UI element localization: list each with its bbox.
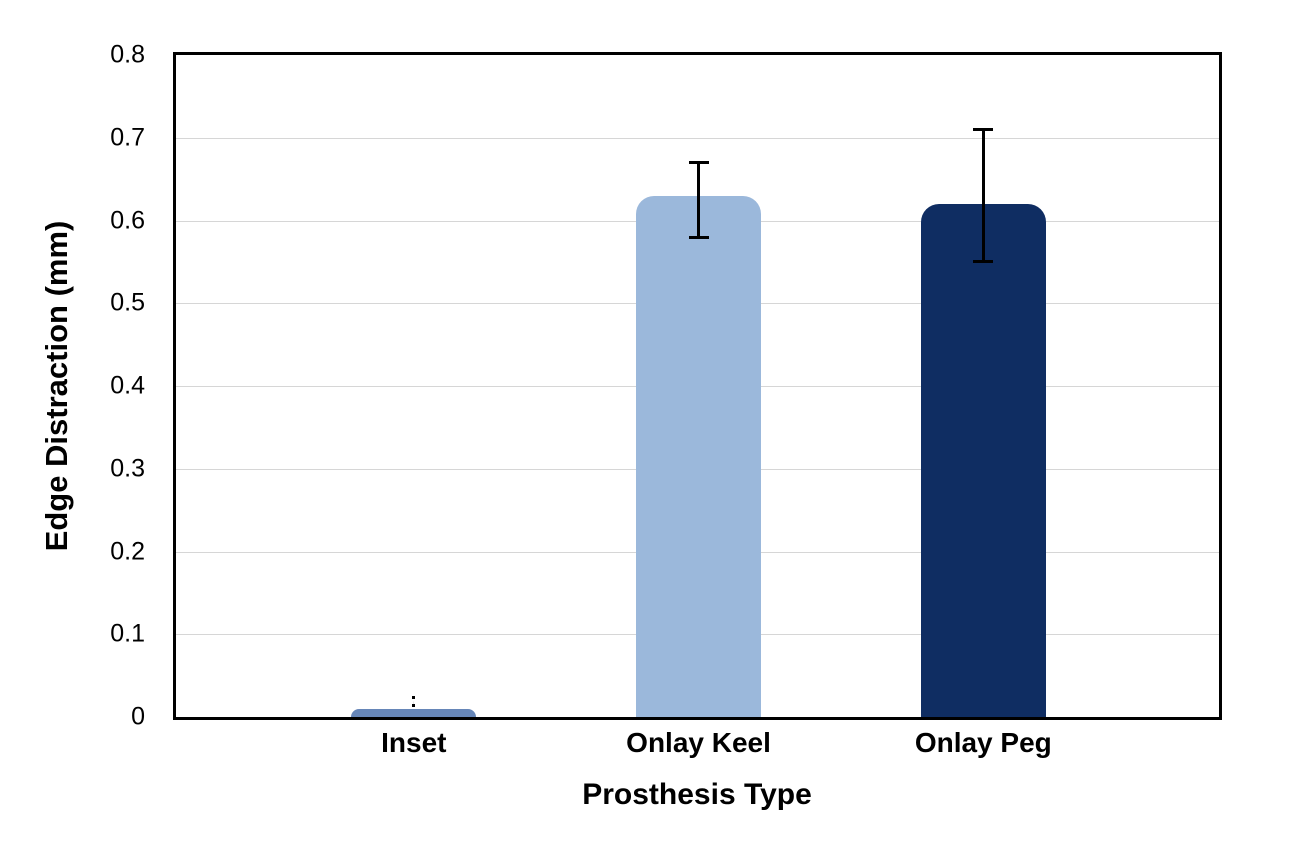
y-tick-label: 0.7 [110, 123, 145, 152]
y-tick-label: 0.8 [110, 40, 145, 69]
gridline [176, 137, 1219, 139]
category-label-inset: Inset [381, 727, 447, 758]
error-bar-cap [973, 260, 994, 264]
category-label-onlay-peg: Onlay Peg [914, 727, 1052, 758]
y-tick-label: 0 [131, 702, 145, 731]
bar-inset [351, 708, 477, 717]
y-tick-label: 0.1 [110, 619, 145, 648]
y-tick-label: 0.2 [110, 537, 145, 565]
x-axis-title: Prosthesis Type [582, 778, 812, 811]
y-axis-title: Edge Distraction (mm) [39, 220, 74, 552]
y-tick-label: 0.5 [110, 288, 145, 317]
error-bar-cap [688, 161, 709, 165]
plot-area [173, 52, 1222, 720]
error-bar-cap [973, 127, 994, 131]
error-bar-cap [688, 235, 709, 239]
error-bar [412, 696, 416, 708]
error-bar [981, 129, 985, 262]
y-tick-label: 0.4 [110, 371, 145, 400]
category-label-onlay-keel: Onlay Keel [626, 727, 771, 758]
error-bar [697, 162, 701, 238]
y-tick-label: 0.3 [110, 454, 145, 483]
bar-onlay-peg [920, 203, 1046, 717]
bar-onlay-keel [636, 195, 762, 717]
y-tick-label: 0.6 [110, 206, 145, 234]
